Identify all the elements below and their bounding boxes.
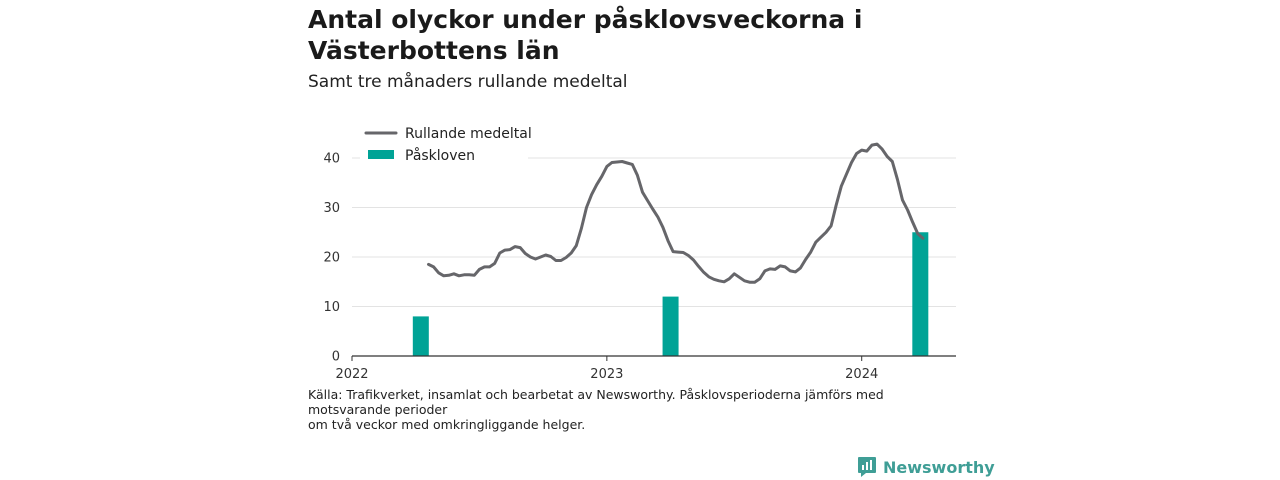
legend: Rullande medeltal Påskloven	[360, 122, 532, 166]
axis-layer: 0 10 20 30 40 2022 2023 2024	[323, 152, 956, 382]
source-line-2: om två veckor med omkringliggande helger…	[308, 417, 586, 432]
source-note: Källa: Trafikverket, insamlat och bearbe…	[308, 387, 968, 432]
x-tick-label-2024: 2024	[845, 367, 878, 382]
bar-paskloven-1	[662, 296, 679, 356]
y-tick-label-10: 10	[323, 300, 340, 315]
y-tick-label-30: 30	[323, 201, 340, 216]
chart-title: Antal olyckor under påsklovsveckorna i V…	[308, 5, 863, 65]
line-rullande-medeltal	[427, 142, 925, 284]
bar-paskloven-0	[412, 316, 429, 356]
y-tick-label-40: 40	[323, 152, 340, 167]
brand-logo: Newsworthy	[857, 456, 995, 478]
legend-label-rullande-medeltal: Rullande medeltal	[405, 126, 532, 142]
legend-swatch-bar	[368, 150, 394, 159]
brand-name: Newsworthy	[883, 457, 995, 477]
y-tick-label-0: 0	[332, 350, 340, 365]
newsworthy-logo-icon	[858, 457, 876, 477]
source-line-1: Källa: Trafikverket, insamlat och bearbe…	[308, 387, 884, 417]
x-tick-label-2023: 2023	[590, 367, 623, 382]
grid-layer	[352, 157, 956, 307]
chart-subtitle: Samt tre månaders rullande medeltal	[308, 72, 628, 92]
legend-label-paskloven: Påskloven	[405, 147, 475, 164]
y-tick-label-20: 20	[323, 251, 340, 266]
bar-paskloven-2	[912, 232, 929, 356]
bar-layer	[412, 232, 929, 356]
x-tick-label-2022: 2022	[335, 367, 368, 382]
line-layer	[427, 142, 925, 284]
